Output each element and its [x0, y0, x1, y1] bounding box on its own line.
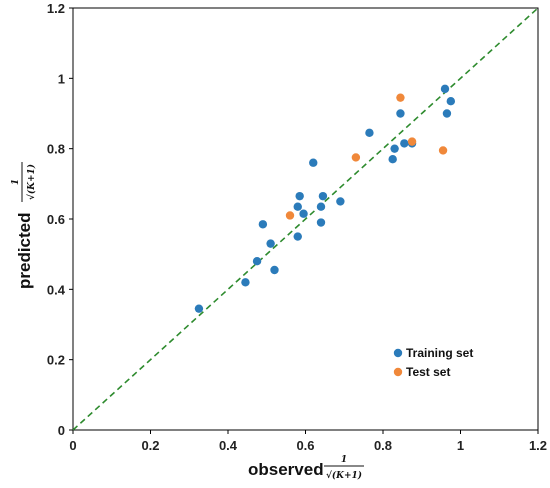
legend-label-test: Test set: [406, 365, 450, 379]
training-set-point: [293, 202, 302, 211]
test-set-point: [396, 93, 405, 102]
training-set-point: [336, 197, 345, 206]
data-points: [194, 84, 456, 313]
training-set-point: [316, 218, 326, 227]
training-set-point: [400, 139, 409, 148]
training-set-point: [390, 144, 399, 153]
training-set-point: [252, 257, 262, 266]
training-set-point: [316, 202, 326, 211]
legend-label-training: Training set: [406, 346, 473, 360]
test-set-point: [285, 211, 295, 220]
x-axis-fraction-denominator: √(K+1): [326, 470, 362, 481]
training-set-point: [446, 96, 456, 106]
y-tick-label: 0: [58, 423, 65, 438]
training-set-point: [270, 265, 279, 275]
training-set-point: [295, 191, 304, 201]
training-set-point: [388, 155, 397, 164]
x-tick-label: 0.2: [141, 438, 159, 453]
training-set-point: [396, 109, 405, 118]
y-axis-label: predicted: [15, 212, 34, 289]
y-tick-label: 1.2: [47, 1, 65, 16]
training-set-point: [293, 232, 302, 241]
x-tick-label: 0.8: [374, 438, 392, 453]
x-tick-label: 0.6: [296, 438, 314, 453]
x-tick-label: 0.4: [219, 438, 238, 453]
y-tick-label: 0.8: [47, 142, 65, 157]
legend-marker-training: [393, 348, 403, 358]
y-axis-ticks: 0 0.2 0.4 0.6 0.8 1 1.2: [47, 1, 73, 438]
y-tick-label: 0.4: [47, 282, 66, 297]
y-tick-label: 0.2: [47, 353, 65, 368]
training-set-point: [309, 158, 318, 167]
training-set-point: [365, 128, 374, 138]
y-tick-label: 0.6: [47, 212, 65, 227]
training-set-point: [258, 220, 268, 229]
x-tick-label: 1.2: [529, 438, 547, 453]
training-set-point: [440, 84, 450, 94]
x-axis-ticks: 0 0.2 0.4 0.6 0.8 1 1.2: [69, 430, 547, 453]
training-set-point: [266, 239, 275, 248]
training-set-point: [241, 278, 250, 287]
x-tick-label: 1: [457, 438, 464, 453]
test-set-point: [407, 137, 417, 146]
test-set-point: [438, 146, 448, 155]
training-set-point: [299, 209, 308, 218]
x-tick-label: 0: [69, 438, 76, 453]
x-axis-label: observed: [248, 460, 324, 479]
training-set-point: [194, 304, 204, 313]
y-tick-label: 1: [58, 71, 65, 86]
legend: Training set Test set: [393, 346, 473, 379]
y-axis-fraction-denominator: √(K+1): [26, 164, 37, 200]
training-set-point: [442, 109, 452, 118]
training-set-point: [318, 191, 328, 201]
x-axis-fraction-numerator: 1: [341, 455, 347, 465]
legend-marker-test: [393, 367, 403, 377]
identity-reference-line: [72, 7, 539, 431]
y-axis-fraction-numerator: 1: [11, 179, 21, 185]
test-set-point: [351, 153, 361, 162]
